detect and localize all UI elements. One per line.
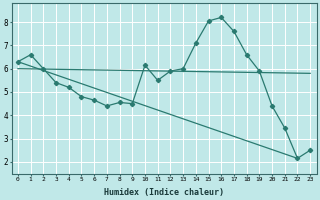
X-axis label: Humidex (Indice chaleur): Humidex (Indice chaleur) [104,188,224,197]
